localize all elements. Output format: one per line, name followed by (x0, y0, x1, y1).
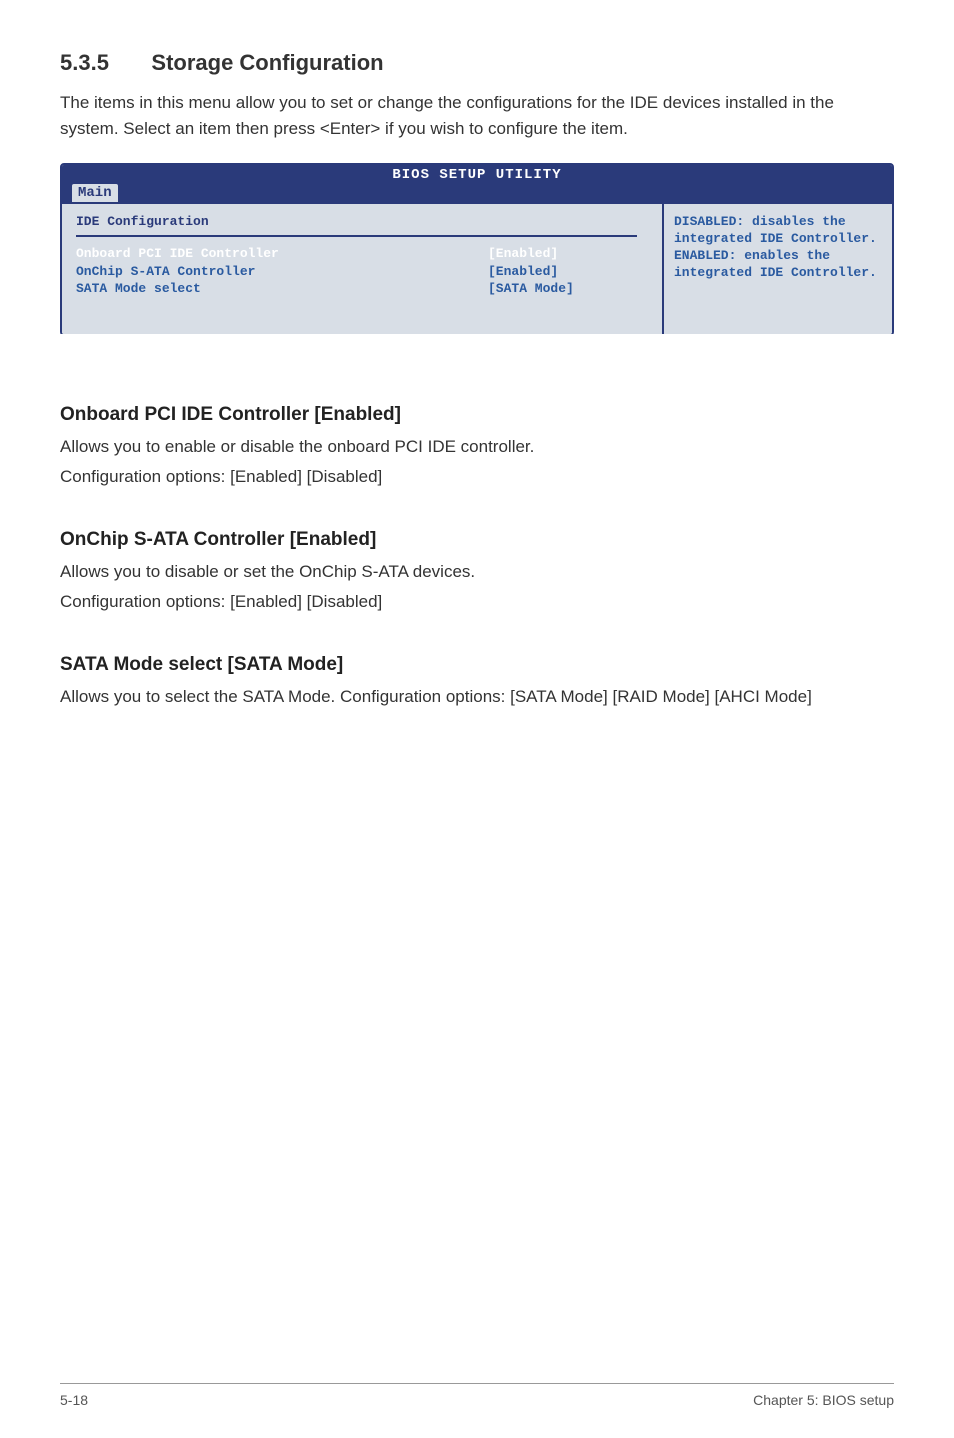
page-footer: 5-18 Chapter 5: BIOS setup (60, 1383, 894, 1408)
bios-panel-title: IDE Configuration (76, 214, 648, 229)
intro-paragraph: The items in this menu allow you to set … (60, 90, 894, 141)
bios-row-label: Onboard PCI IDE Controller (76, 245, 488, 263)
bios-row-label: OnChip S-ATA Controller (76, 263, 488, 281)
footer-page-number: 5-18 (60, 1392, 88, 1408)
bios-help-panel: DISABLED: disables the integrated IDE Co… (662, 204, 892, 334)
bios-row-label: SATA Mode select (76, 280, 488, 298)
bios-tab-main[interactable]: Main (72, 184, 118, 202)
bios-title-bar: BIOS SETUP UTILITY (62, 165, 892, 183)
bios-left-panel: IDE Configuration Onboard PCI IDE Contro… (62, 204, 662, 334)
subsection-heading: Onboard PCI IDE Controller [Enabled] (60, 404, 894, 426)
section-number: 5.3.5 (60, 50, 109, 76)
subsection-line: Allows you to select the SATA Mode. Conf… (60, 684, 894, 710)
bios-row-value: [SATA Mode] (488, 280, 648, 298)
bios-screenshot: BIOS SETUP UTILITY Main IDE Configuratio… (60, 163, 894, 336)
subsection-line: Allows you to disable or set the OnChip … (60, 559, 894, 585)
bios-row-selected[interactable]: Onboard PCI IDE Controller [Enabled] (76, 245, 648, 263)
subsection-heading: SATA Mode select [SATA Mode] (60, 654, 894, 676)
section-title: Storage Configuration (151, 50, 383, 75)
bios-row-value: [Enabled] (488, 263, 648, 281)
bios-row[interactable]: SATA Mode select [SATA Mode] (76, 280, 648, 298)
subsection-line: Configuration options: [Enabled] [Disabl… (60, 464, 894, 490)
subsection-heading: OnChip S-ATA Controller [Enabled] (60, 529, 894, 551)
subsection-line: Configuration options: [Enabled] [Disabl… (60, 589, 894, 615)
bios-fade-curve (60, 334, 894, 364)
subsection-line: Allows you to enable or disable the onbo… (60, 434, 894, 460)
bios-tab-row: Main (62, 183, 892, 204)
bios-row[interactable]: OnChip S-ATA Controller [Enabled] (76, 263, 648, 281)
bios-divider (76, 235, 637, 237)
bios-row-value: [Enabled] (488, 245, 648, 263)
footer-chapter: Chapter 5: BIOS setup (753, 1392, 894, 1408)
